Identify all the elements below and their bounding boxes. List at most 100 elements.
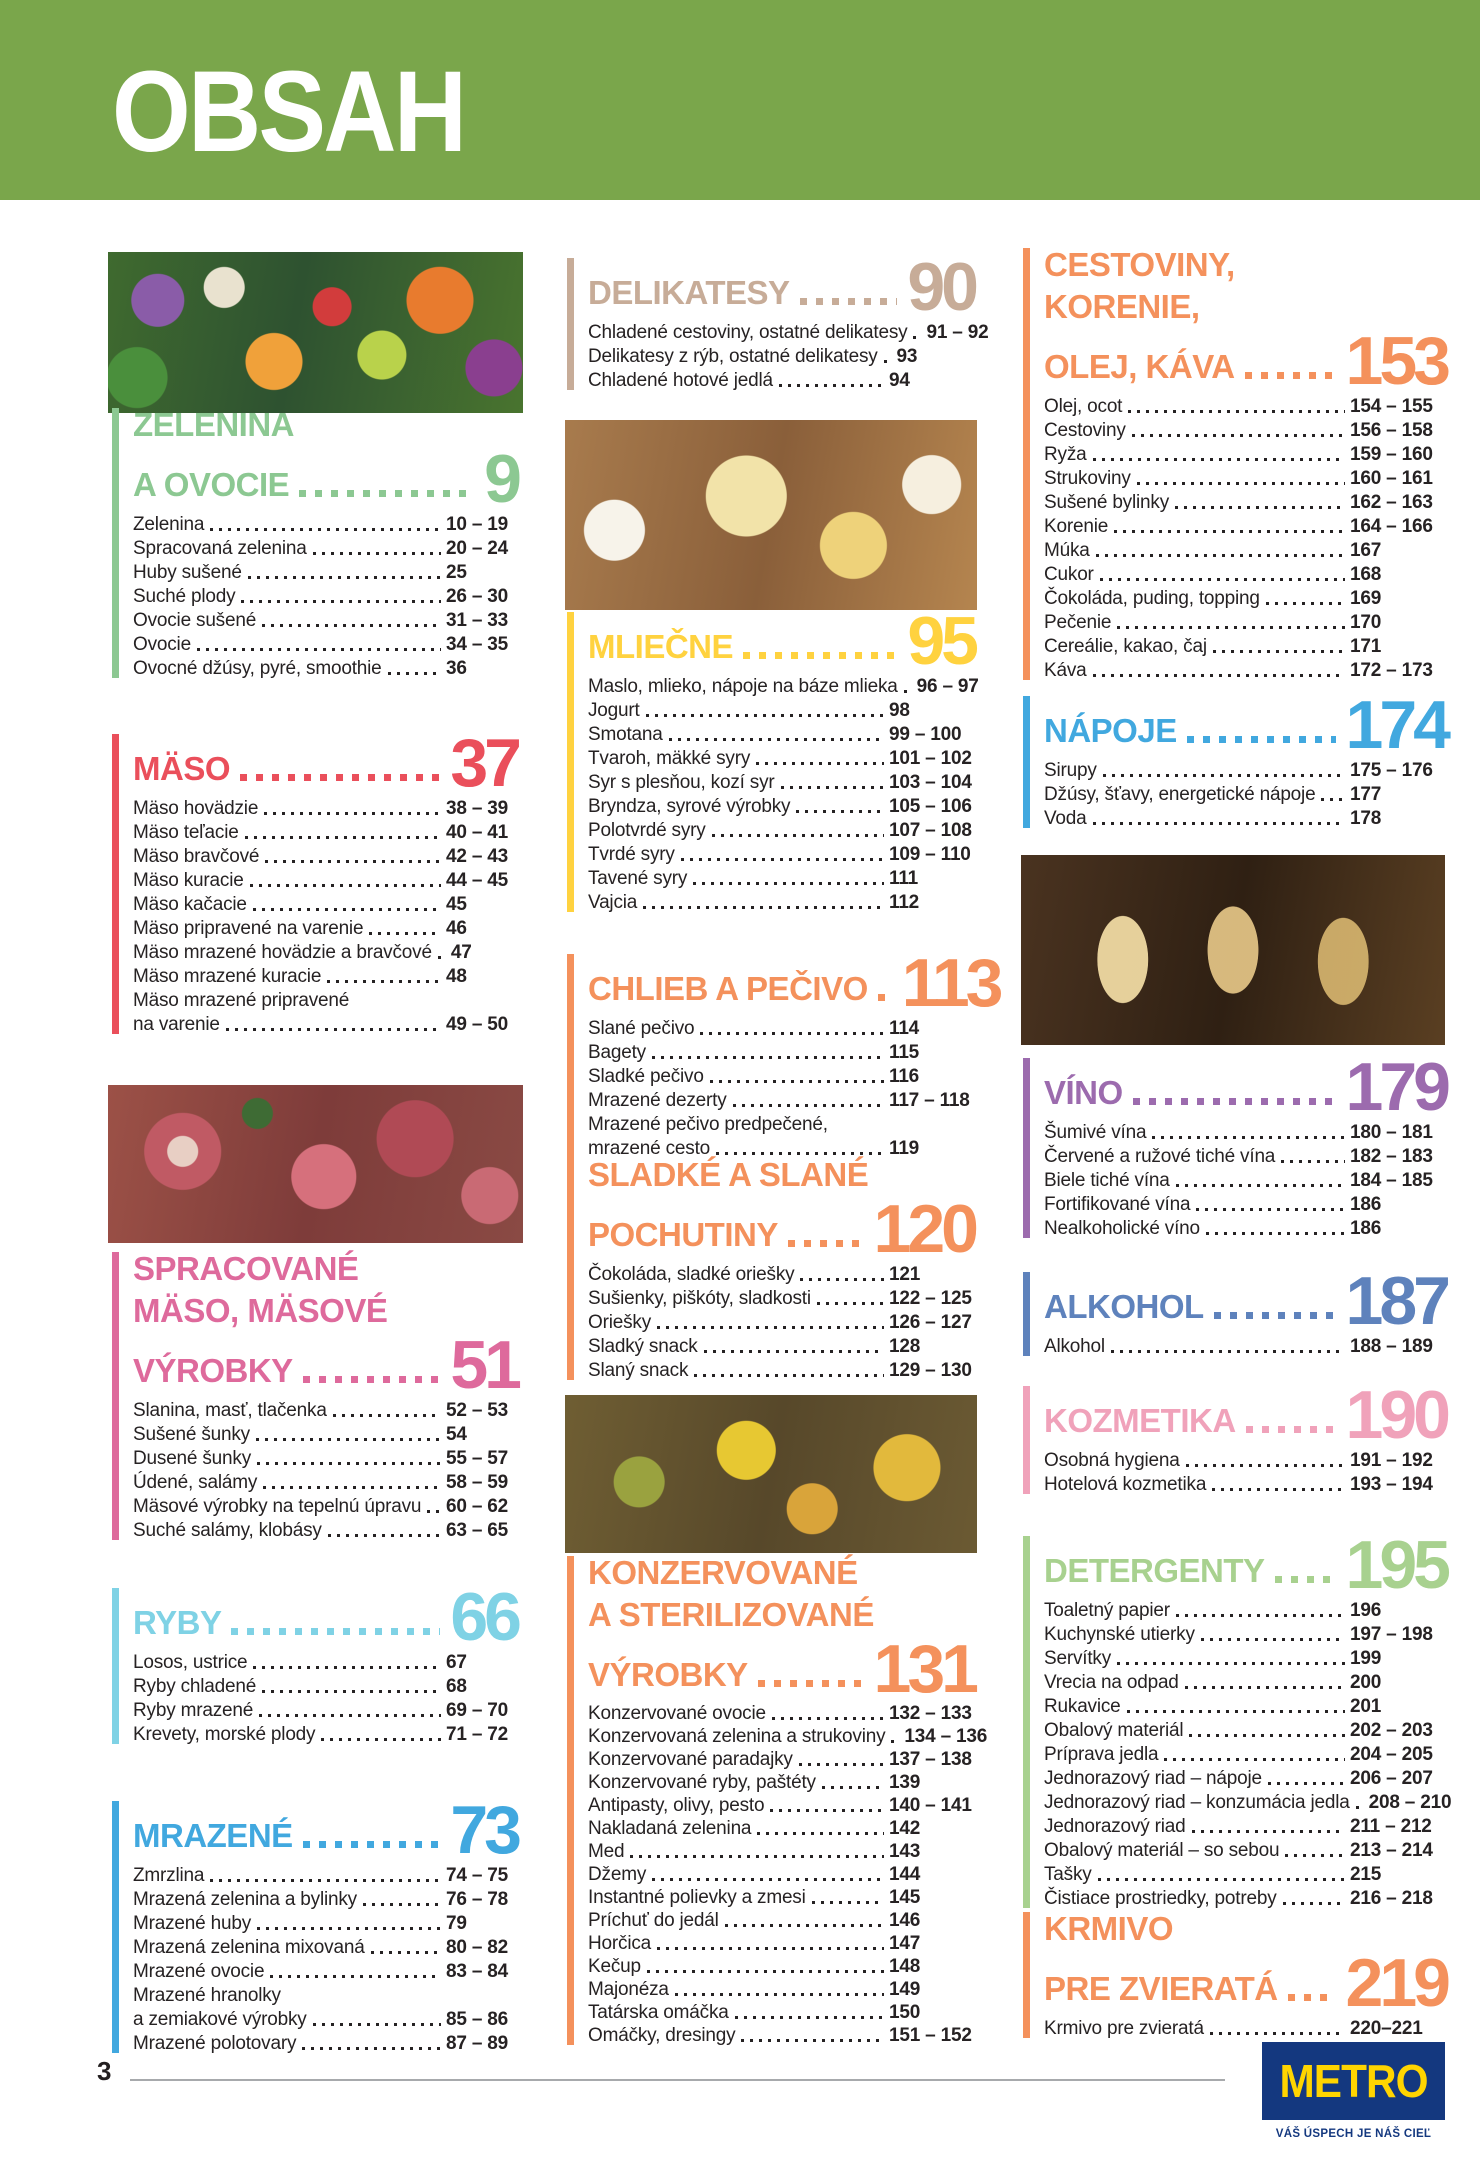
- toc-entry[interactable]: Mrazené polotovary 87 – 89: [133, 2031, 518, 2055]
- toc-entry[interactable]: Alkohol 188 – 189: [1044, 1334, 1447, 1358]
- toc-entry[interactable]: Spracovaná zelenina 20 – 24: [133, 536, 518, 560]
- toc-entry[interactable]: Servítky 199: [1044, 1646, 1447, 1670]
- section-title-line[interactable]: KRMIVO: [1044, 1906, 1447, 1948]
- toc-entry[interactable]: Maslo, mlieko, nápoje na báze mlieka 96 –…: [588, 674, 979, 698]
- toc-entry[interactable]: Vrecia na odpad 200: [1044, 1670, 1447, 1694]
- section-title-line[interactable]: ZELENINA: [133, 402, 518, 444]
- toc-entry[interactable]: Konzervovaná zelenina a strukoviny 134 – …: [588, 1725, 987, 1748]
- toc-entry[interactable]: Jednorazový riad – nápoje 206 – 207: [1044, 1766, 1447, 1790]
- toc-entry[interactable]: Cereálie, kakao, čaj 171: [1044, 634, 1447, 658]
- section-title-line[interactable]: MÄSO, MÄSOVÉ: [133, 1288, 518, 1330]
- section-title-line[interactable]: SLADKÉ A SLANÉ: [588, 1152, 975, 1194]
- toc-entry[interactable]: Slanina, masť, tlačenka 52 – 53: [133, 1398, 518, 1422]
- toc-entry[interactable]: Antipasty, olivy, pesto 140 – 141: [588, 1794, 975, 1817]
- toc-entry[interactable]: Konzervované ovocie 132 – 133: [588, 1702, 975, 1725]
- toc-entry[interactable]: Mäso mrazené hovädzie a bravčové 47: [133, 940, 518, 964]
- toc-entry[interactable]: Zmrzlina 74 – 75: [133, 1863, 518, 1887]
- section-title-line[interactable]: KOZMETIKA 190: [1044, 1380, 1451, 1449]
- toc-entry[interactable]: Tvaroh, mäkké syry 101 – 102: [588, 746, 975, 770]
- toc-entry[interactable]: mrazené cesto 119: [588, 1136, 975, 1160]
- toc-entry[interactable]: Kuchynské utierky 197 – 198: [1044, 1622, 1447, 1646]
- toc-entry[interactable]: Mäso kačacie 45: [133, 892, 518, 916]
- toc-entry[interactable]: Slaný snack 129 – 130: [588, 1358, 975, 1382]
- toc-entry[interactable]: Ovocie 34 – 35: [133, 632, 518, 656]
- section-title-line[interactable]: VÝROBKY 51: [133, 1330, 522, 1399]
- toc-entry[interactable]: Sladký snack 128: [588, 1334, 975, 1358]
- toc-entry[interactable]: Obalový materiál 202 – 203: [1044, 1718, 1447, 1742]
- toc-entry[interactable]: Delikatesy z rýb, ostatné delikatesy 93: [588, 344, 975, 368]
- toc-entry[interactable]: Ovocie sušené 31 – 33: [133, 608, 518, 632]
- toc-entry[interactable]: Fortifikované vína 186: [1044, 1192, 1447, 1216]
- section-title-line[interactable]: KORENIE,: [1044, 284, 1447, 326]
- toc-entry[interactable]: Med 143: [588, 1840, 975, 1863]
- toc-entry[interactable]: Mäso kuracie 44 – 45: [133, 868, 518, 892]
- toc-entry[interactable]: Čistiace prostriedky, potreby 216 – 218: [1044, 1886, 1447, 1910]
- section-title-line[interactable]: A OVOCIE 9: [133, 444, 522, 513]
- toc-entry[interactable]: Šumivé vína 180 – 181: [1044, 1120, 1447, 1144]
- toc-entry[interactable]: Cestoviny 156 – 158: [1044, 418, 1447, 442]
- toc-entry[interactable]: Dusené šunky 55 – 57: [133, 1446, 518, 1470]
- toc-entry[interactable]: Mäsové výrobky na tepelnú úpravu 60 – 62: [133, 1494, 518, 1518]
- section-title-line[interactable]: POCHUTINY 120: [588, 1194, 979, 1263]
- section-title-line[interactable]: A STERILIZOVANÉ: [588, 1592, 975, 1634]
- toc-entry[interactable]: Sladké pečivo 116: [588, 1064, 975, 1088]
- toc-entry[interactable]: Mäso mrazené kuracie 48: [133, 964, 518, 988]
- toc-entry[interactable]: Červené a ružové tiché vína 182 – 183: [1044, 1144, 1447, 1168]
- toc-entry[interactable]: Pečenie 170: [1044, 610, 1447, 634]
- toc-entry[interactable]: Mäso pripravené na varenie 46: [133, 916, 518, 940]
- toc-entry[interactable]: Smotana 99 – 100: [588, 722, 975, 746]
- section-title-line[interactable]: VÍNO 179: [1044, 1052, 1451, 1121]
- toc-entry[interactable]: Polotvrdé syry 107 – 108: [588, 818, 975, 842]
- toc-entry[interactable]: Oriešky 126 – 127: [588, 1310, 975, 1334]
- section-title-line[interactable]: ALKOHOL 187: [1044, 1266, 1451, 1335]
- section-title-line[interactable]: RYBY 66: [133, 1582, 522, 1651]
- toc-entry[interactable]: Cukor 168: [1044, 562, 1447, 586]
- toc-entry[interactable]: Suché plody 26 – 30: [133, 584, 518, 608]
- toc-entry[interactable]: Mrazené pečivo predpečené,: [588, 1112, 975, 1136]
- toc-entry[interactable]: Bagety 115: [588, 1040, 975, 1064]
- toc-entry[interactable]: Džemy 144: [588, 1863, 975, 1886]
- toc-entry[interactable]: Mrazená zelenina a bylinky 76 – 78: [133, 1887, 518, 1911]
- section-title-line[interactable]: MRAZENÉ 73: [133, 1795, 522, 1864]
- section-title-line[interactable]: PRE ZVIERATÁ 219: [1044, 1948, 1451, 2017]
- toc-entry[interactable]: Mäso bravčové 42 – 43: [133, 844, 518, 868]
- toc-entry[interactable]: Mäso mrazené pripravené: [133, 988, 518, 1012]
- toc-entry[interactable]: Tavené syry 111: [588, 866, 975, 890]
- toc-entry[interactable]: Mäso hovädzie 38 – 39: [133, 796, 518, 820]
- toc-entry[interactable]: Majonéza 149: [588, 1978, 975, 2001]
- toc-entry[interactable]: Mrazené dezerty 117 – 118: [588, 1088, 975, 1112]
- toc-entry[interactable]: Údené, salámy 58 – 59: [133, 1470, 518, 1494]
- section-title-line[interactable]: OLEJ, KÁVA 153: [1044, 326, 1451, 395]
- toc-entry[interactable]: Jogurt 98: [588, 698, 975, 722]
- toc-entry[interactable]: a zemiakové výrobky 85 – 86: [133, 2007, 518, 2031]
- toc-entry[interactable]: Hotelová kozmetika 193 – 194: [1044, 1472, 1447, 1496]
- toc-entry[interactable]: Losos, ustrice 67: [133, 1650, 518, 1674]
- section-title-line[interactable]: MÄSO 37: [133, 728, 522, 797]
- toc-entry[interactable]: Omáčky, dresingy 151 – 152: [588, 2024, 975, 2047]
- toc-entry[interactable]: Tašky 215: [1044, 1862, 1447, 1886]
- toc-entry[interactable]: Suché salámy, klobásy 63 – 65: [133, 1518, 518, 1542]
- toc-entry[interactable]: na varenie 49 – 50: [133, 1012, 518, 1036]
- toc-entry[interactable]: Obalový materiál – so sebou 213 – 214: [1044, 1838, 1447, 1862]
- toc-entry[interactable]: Džúsy, šťavy, energetické nápoje 177: [1044, 782, 1447, 806]
- toc-entry[interactable]: Strukoviny 160 – 161: [1044, 466, 1447, 490]
- toc-entry[interactable]: Huby sušené 25: [133, 560, 518, 584]
- toc-entry[interactable]: Chladené hotové jedlá 94: [588, 368, 975, 392]
- toc-entry[interactable]: Čokoláda, sladké oriešky 121: [588, 1262, 975, 1286]
- toc-entry[interactable]: Tvrdé syry 109 – 110: [588, 842, 975, 866]
- section-title-line[interactable]: DETERGENTY 195: [1044, 1530, 1451, 1599]
- toc-entry[interactable]: Horčica 147: [588, 1932, 975, 1955]
- toc-entry[interactable]: Voda 178: [1044, 806, 1447, 830]
- toc-entry[interactable]: Príprava jedla 204 – 205: [1044, 1742, 1447, 1766]
- section-title-line[interactable]: NÁPOJE 174: [1044, 690, 1451, 759]
- toc-entry[interactable]: Mrazené huby 79: [133, 1911, 518, 1935]
- toc-entry[interactable]: Mrazené hranolky: [133, 1983, 518, 2007]
- toc-entry[interactable]: Ryby chladené 68: [133, 1674, 518, 1698]
- toc-entry[interactable]: Nealkoholické víno 186: [1044, 1216, 1447, 1240]
- section-title-line[interactable]: SPRACOVANÉ: [133, 1246, 518, 1288]
- toc-entry[interactable]: Instantné polievky a zmesi 145: [588, 1886, 975, 1909]
- toc-entry[interactable]: Toaletný papier 196: [1044, 1598, 1447, 1622]
- toc-entry[interactable]: Osobná hygiena 191 – 192: [1044, 1448, 1447, 1472]
- toc-entry[interactable]: Rukavice 201: [1044, 1694, 1447, 1718]
- toc-entry[interactable]: Múka 167: [1044, 538, 1447, 562]
